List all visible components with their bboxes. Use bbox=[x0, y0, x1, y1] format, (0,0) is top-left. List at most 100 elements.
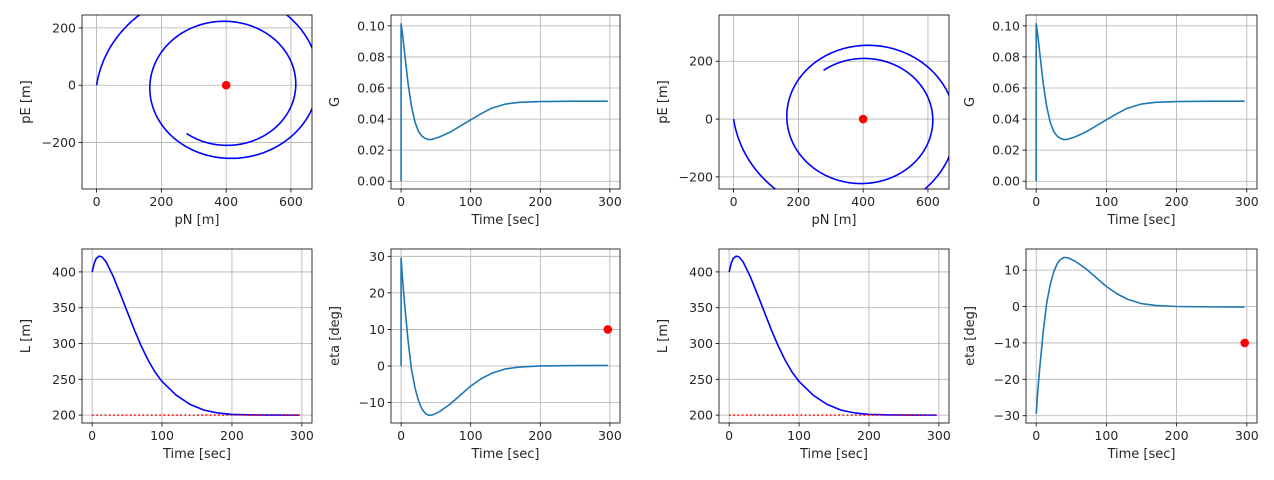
axes-frame bbox=[81, 14, 313, 190]
series-line bbox=[400, 257, 608, 417]
y-axis-label: pE [m] bbox=[19, 80, 34, 123]
x-axis-label: Time [sec] bbox=[162, 447, 231, 462]
x-tick-label: 200 bbox=[1165, 194, 1189, 209]
y-tick-label: 0 bbox=[705, 112, 713, 127]
y-tick-label: 0 bbox=[1012, 299, 1020, 314]
y-tick-label: 0.10 bbox=[357, 18, 385, 33]
y-tick-label: 10 bbox=[1004, 263, 1020, 278]
x-tick-label: 600 bbox=[279, 194, 303, 209]
x-tick-label: 0 bbox=[397, 428, 405, 443]
x-tick-label: 100 bbox=[1094, 428, 1118, 443]
y-tick-label: −200 bbox=[679, 169, 713, 184]
series-line bbox=[728, 255, 937, 416]
x-tick-label: 200 bbox=[857, 428, 881, 443]
y-tick-label: 400 bbox=[52, 264, 76, 279]
x-tick-label: 100 bbox=[459, 428, 483, 443]
y-axis-label: eta [deg] bbox=[328, 306, 343, 366]
y-tick-label: 30 bbox=[369, 249, 385, 264]
x-tick-label: 200 bbox=[1165, 428, 1189, 443]
y-tick-label: 0 bbox=[377, 358, 385, 373]
plot-area bbox=[400, 23, 608, 182]
chart-panel-7: 0 100 200 300 200 250 300 350 400 Time [sec] L [m] bbox=[656, 248, 951, 462]
y-tick-label: 200 bbox=[689, 408, 713, 423]
y-tick-label: 200 bbox=[52, 20, 76, 35]
x-tick-label: 0 bbox=[725, 428, 733, 443]
x-tick-label: 300 bbox=[598, 194, 622, 209]
series-line bbox=[91, 255, 300, 416]
x-axis-label: Time [sec] bbox=[1106, 213, 1175, 228]
series-line bbox=[1035, 256, 1245, 414]
x-tick-label: 100 bbox=[787, 428, 811, 443]
x-axis-label: Time [sec] bbox=[470, 213, 539, 228]
y-tick-label: 200 bbox=[689, 54, 713, 69]
x-tick-label: 300 bbox=[1235, 194, 1259, 209]
y-tick-label: 0.04 bbox=[992, 112, 1020, 127]
axes-frame bbox=[1025, 14, 1258, 190]
x-tick-label: 0 bbox=[1032, 428, 1040, 443]
x-tick-label: 200 bbox=[149, 194, 173, 209]
x-tick-label: 100 bbox=[459, 194, 483, 209]
y-tick-label: −20 bbox=[994, 372, 1020, 387]
y-tick-label: 0.00 bbox=[992, 174, 1020, 189]
x-axis-label: Time [sec] bbox=[799, 447, 868, 462]
y-tick-label: 300 bbox=[52, 336, 76, 351]
y-axis-label: L [m] bbox=[19, 319, 34, 353]
x-tick-label: 200 bbox=[528, 428, 552, 443]
x-tick-label: 300 bbox=[598, 428, 622, 443]
y-tick-label: 0.02 bbox=[992, 143, 1020, 158]
plot-area bbox=[1035, 256, 1250, 414]
y-tick-label: 400 bbox=[689, 264, 713, 279]
x-tick-label: 400 bbox=[214, 194, 238, 209]
target-marker bbox=[221, 80, 231, 90]
y-tick-label: 0.06 bbox=[992, 81, 1020, 96]
chart-panel-5: 0 100 200 300 200 250 300 350 400 Time [sec] L [m] bbox=[19, 248, 314, 462]
x-tick-label: 0 bbox=[88, 428, 96, 443]
x-tick-label: 0 bbox=[730, 194, 738, 209]
y-tick-label: 200 bbox=[52, 408, 76, 423]
y-tick-label: 0.04 bbox=[357, 112, 385, 127]
plot-area bbox=[732, 44, 949, 189]
target-marker bbox=[603, 325, 613, 334]
x-axis-label: pN [m] bbox=[812, 213, 857, 228]
axes-frame bbox=[390, 14, 621, 190]
axes-frame bbox=[1025, 248, 1258, 424]
y-tick-label: 0.08 bbox=[357, 49, 385, 64]
chart-panel-8: 0 100 200 300 −30 −20 −10 0 10 Time [sec] eta [deg… bbox=[963, 248, 1259, 462]
target-marker bbox=[858, 114, 868, 124]
series-line bbox=[1035, 23, 1245, 182]
x-axis-label: pN [m] bbox=[175, 213, 220, 228]
y-tick-label: 250 bbox=[689, 372, 713, 387]
y-tick-label: 350 bbox=[689, 300, 713, 315]
chart-panel-2: 0 100 200 300 0.00 0.02 0.04 0.06 0.08 0.10 Time [… bbox=[328, 14, 622, 228]
y-tick-label: 0.02 bbox=[357, 143, 385, 158]
y-axis-label: G bbox=[963, 97, 978, 107]
x-tick-label: 200 bbox=[786, 194, 810, 209]
y-tick-label: 0.06 bbox=[357, 81, 385, 96]
x-tick-label: 300 bbox=[290, 428, 314, 443]
x-tick-label: 600 bbox=[916, 194, 940, 209]
x-tick-label: 300 bbox=[1235, 428, 1259, 443]
y-axis-label: eta [deg] bbox=[963, 306, 978, 366]
y-tick-label: −30 bbox=[994, 408, 1020, 423]
x-tick-label: 200 bbox=[528, 194, 552, 209]
y-axis-label: L [m] bbox=[656, 319, 671, 353]
y-tick-label: 0 bbox=[68, 78, 76, 93]
plot-area bbox=[1035, 23, 1245, 182]
axes-frame bbox=[81, 248, 313, 424]
plot-area bbox=[728, 255, 937, 416]
axes-frame bbox=[718, 248, 950, 424]
y-axis-label: pE [m] bbox=[656, 80, 671, 123]
series-line bbox=[400, 23, 608, 182]
chart-panel-6: 0 100 200 300 −10 0 10 20 30 Time [sec] eta [deg] bbox=[328, 248, 622, 462]
x-tick-label: 200 bbox=[220, 428, 244, 443]
y-tick-label: 0.10 bbox=[992, 18, 1020, 33]
y-tick-label: 250 bbox=[52, 372, 76, 387]
x-axis-label: Time [sec] bbox=[470, 447, 539, 462]
series-line bbox=[95, 15, 312, 160]
y-tick-label: −10 bbox=[994, 335, 1020, 350]
y-tick-label: −200 bbox=[42, 135, 76, 150]
plot-area bbox=[95, 15, 312, 160]
